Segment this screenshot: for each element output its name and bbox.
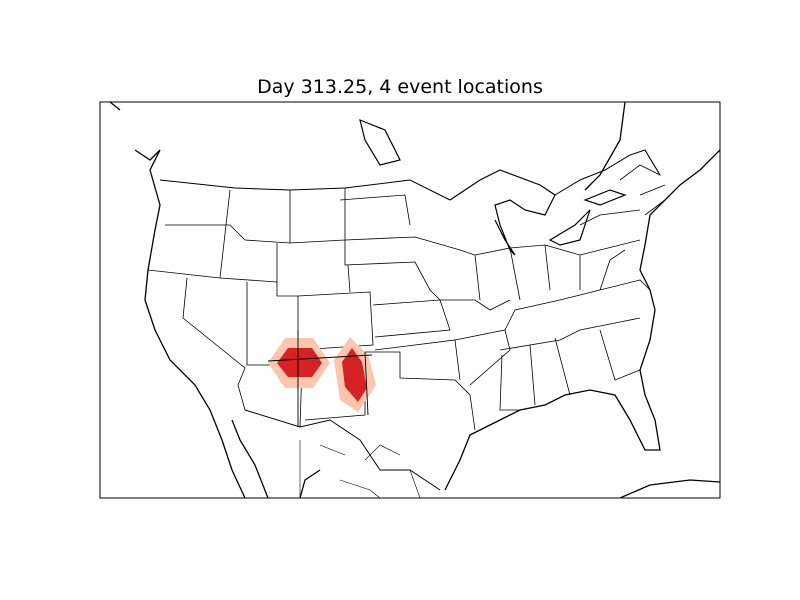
us-canada-border	[159, 149, 661, 491]
map-title: Day 313.25, 4 event locations	[257, 76, 543, 98]
map-frame	[99, 101, 721, 499]
mexico-state-borders	[299, 440, 421, 498]
event-contour-inner	[277, 348, 322, 377]
event-contour-inner	[342, 348, 367, 402]
event-contours	[268, 337, 376, 412]
coastline	[109, 102, 720, 498]
state-borders	[147, 149, 666, 431]
great-lakes	[359, 119, 627, 256]
